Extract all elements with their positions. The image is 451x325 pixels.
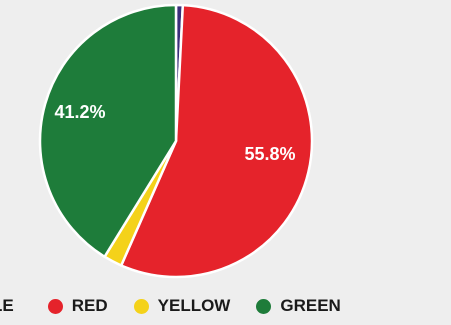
pie-slice-red — [119, 3, 314, 279]
chart-legend: LE RED YELLOW GREEN — [0, 296, 367, 316]
legend-swatch-green — [256, 298, 272, 314]
data-label-green: 41.2% — [54, 102, 105, 122]
legend-label-green: GREEN — [280, 296, 341, 315]
legend-item-yellow: YELLOW — [133, 296, 231, 316]
legend-swatch-red — [47, 298, 63, 314]
pie-slice-green — [38, 3, 178, 258]
legend-label-red: RED — [71, 296, 108, 315]
legend-item-green: GREEN — [256, 296, 341, 316]
legend-item-purple: LE — [0, 296, 14, 316]
legend-label-purple: LE — [0, 296, 14, 315]
legend-item-red: RED — [47, 296, 108, 316]
legend-label-yellow: YELLOW — [157, 296, 231, 315]
data-label-red: 55.8% — [244, 144, 295, 164]
legend-swatch-yellow — [133, 298, 149, 314]
